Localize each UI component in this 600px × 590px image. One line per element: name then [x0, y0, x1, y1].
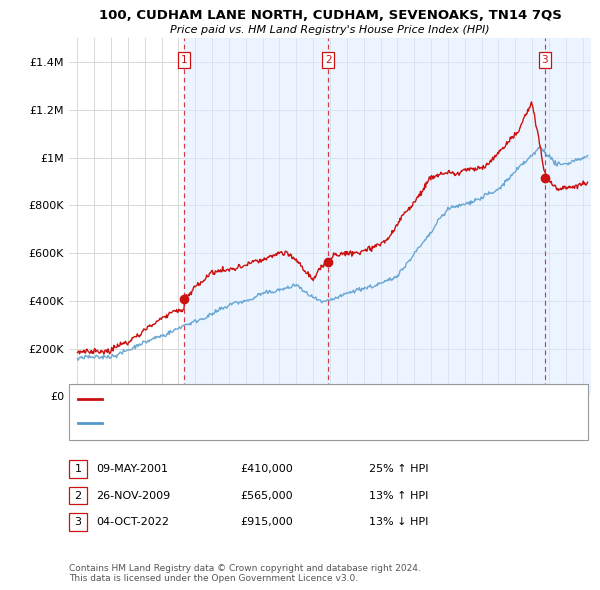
Text: 09-MAY-2001: 09-MAY-2001	[96, 464, 168, 474]
Text: 26-NOV-2009: 26-NOV-2009	[96, 491, 170, 500]
Text: 25% ↑ HPI: 25% ↑ HPI	[369, 464, 428, 474]
Text: Price paid vs. HM Land Registry's House Price Index (HPI): Price paid vs. HM Land Registry's House …	[170, 25, 490, 35]
Text: 1: 1	[74, 464, 82, 474]
Text: 2: 2	[74, 491, 82, 500]
Text: 04-OCT-2022: 04-OCT-2022	[96, 517, 169, 527]
Text: Contains HM Land Registry data © Crown copyright and database right 2024.
This d: Contains HM Land Registry data © Crown c…	[69, 563, 421, 583]
Text: 1: 1	[181, 55, 188, 65]
Text: 100, CUDHAM LANE NORTH, CUDHAM, SEVENOAKS, TN14 7QS (detached house): 100, CUDHAM LANE NORTH, CUDHAM, SEVENOAK…	[108, 395, 503, 404]
Text: £915,000: £915,000	[240, 517, 293, 527]
Text: 3: 3	[541, 55, 548, 65]
Bar	[184, 38, 328, 396]
Text: £565,000: £565,000	[240, 491, 293, 500]
Text: 13% ↑ HPI: 13% ↑ HPI	[369, 491, 428, 500]
Text: HPI: Average price, detached house, Bromley: HPI: Average price, detached house, Brom…	[108, 418, 329, 428]
Text: £410,000: £410,000	[240, 464, 293, 474]
Text: 3: 3	[74, 517, 82, 527]
Text: 100, CUDHAM LANE NORTH, CUDHAM, SEVENOAKS, TN14 7QS: 100, CUDHAM LANE NORTH, CUDHAM, SEVENOAK…	[98, 9, 562, 22]
Text: 2: 2	[325, 55, 332, 65]
Text: 13% ↓ HPI: 13% ↓ HPI	[369, 517, 428, 527]
Bar	[545, 38, 591, 396]
Bar	[328, 38, 545, 396]
